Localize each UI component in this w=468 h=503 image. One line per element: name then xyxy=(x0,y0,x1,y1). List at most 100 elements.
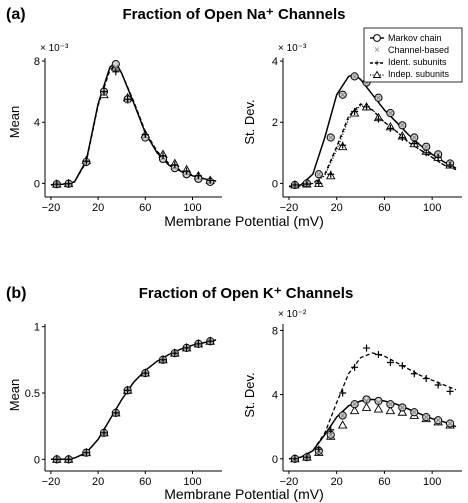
k-std-circle-point xyxy=(362,395,371,404)
k-std-cross-point xyxy=(327,431,334,438)
na-std-cross-point xyxy=(315,171,322,178)
panel-b-label: (b) xyxy=(6,285,26,302)
k-mean-y-tick-label: 0 xyxy=(34,454,40,466)
legend-marker-cross: × xyxy=(374,45,380,56)
na-std-plus-point xyxy=(351,108,359,116)
k-std-plus-point xyxy=(398,362,406,370)
legend-marker-triangle xyxy=(372,70,382,78)
na-std-x-tick-label: 100 xyxy=(423,202,441,214)
na-mean-cross-point xyxy=(112,64,119,71)
k-std-plus-point xyxy=(422,375,430,383)
k-std-plus-point xyxy=(446,387,454,395)
k-mean-plus-point xyxy=(100,429,108,437)
k-mean-plus-point xyxy=(171,349,179,357)
legend-marker-plus: + xyxy=(374,59,380,70)
na-std-plus-point xyxy=(374,115,382,123)
k-std-y-axis-label: St. Dev. xyxy=(242,372,257,417)
k-std-cross-point xyxy=(351,401,358,408)
k-mean-plus-point xyxy=(65,455,73,463)
k-mean-x-tick-label: 60 xyxy=(139,476,151,488)
na-mean-plus-point xyxy=(171,161,179,169)
na-std-plus-point xyxy=(303,180,311,188)
na-std-cross-point xyxy=(339,91,346,98)
k-mean-plus-point xyxy=(159,356,167,364)
na-mean-scale-label: × 10⁻³ xyxy=(40,43,69,54)
na-mean-plus-point xyxy=(65,180,73,188)
na-std-x-tick-label: 20 xyxy=(331,202,343,214)
k-std-plus-point xyxy=(351,363,359,371)
na-std-plus-point xyxy=(386,124,394,132)
na-mean-y-axis-label: Mean xyxy=(7,106,22,139)
na-mean-series-line-0 xyxy=(50,61,217,186)
na-std-y-tick-label: 2 xyxy=(272,117,278,129)
na-std-cross-point xyxy=(411,134,418,141)
na-std-plus-point xyxy=(363,103,371,111)
na-std-cross-point xyxy=(375,94,382,101)
k-std-triangle-point xyxy=(349,405,360,415)
k-std-plus-point xyxy=(410,370,418,378)
na-std-plus-point xyxy=(327,170,335,178)
na-std-plus-point xyxy=(315,179,323,187)
k-std-triangle-point xyxy=(337,420,348,429)
k-mean-plus-point xyxy=(183,344,191,352)
k-mean-plus-point xyxy=(141,369,149,377)
k-mean-plus-point xyxy=(112,409,120,417)
k-std-y-tick-label: 4 xyxy=(272,390,278,402)
chart-na-mean: −20 20 60 100 0 4 8× 10⁻³ Mean xyxy=(7,43,222,214)
na-mean-plus-point xyxy=(206,176,214,184)
na-std-plus-point xyxy=(422,149,430,157)
k-std-cross-point xyxy=(447,420,453,427)
na-std-cross-point xyxy=(399,122,406,129)
k-std-y-tick-label: 0 xyxy=(272,454,278,466)
k-std-plus-point xyxy=(327,426,335,434)
na-std-series-line-0 xyxy=(288,73,457,188)
panel-a-title: Fraction of Open Na⁺ Channels xyxy=(123,6,346,23)
na-std-x-tick-label: −20 xyxy=(280,202,299,214)
na-std-cross-point xyxy=(423,143,430,150)
na-std-x-tick-label: 60 xyxy=(378,202,390,214)
k-std-plus-point xyxy=(386,359,394,367)
legend-entry-indep: Indep. subunits xyxy=(388,69,450,79)
na-std-y-tick-label: 4 xyxy=(272,56,278,68)
k-std-x-tick-label: 60 xyxy=(378,476,390,488)
na-std-y-axis-label: St. Dev. xyxy=(242,99,257,144)
k-mean-series-line-0 xyxy=(50,339,217,461)
k-std-cross-point xyxy=(339,412,346,419)
k-mean-plus-point xyxy=(206,337,214,345)
na-std-plus-point xyxy=(446,161,454,169)
k-mean-y-tick-label: 1 xyxy=(34,322,40,334)
x-axis-label-top: Membrane Potential (mV) xyxy=(164,213,324,229)
legend-marker-circle xyxy=(373,34,381,42)
k-mean-x-tick-label: 20 xyxy=(92,476,104,488)
k-std-cross-point xyxy=(411,409,418,416)
k-std-cross-point xyxy=(375,399,382,406)
na-mean-y-tick-label: 4 xyxy=(34,117,40,129)
panel-b-title: Fraction of Open K⁺ Channels xyxy=(139,285,354,302)
legend-entry-ident: Ident. subunits xyxy=(388,57,447,67)
na-std-plus-point xyxy=(398,134,406,142)
k-std-cross-point xyxy=(435,417,442,424)
na-mean-plus-point xyxy=(124,95,132,103)
k-std-triangle-point xyxy=(385,405,396,415)
chart-na-std: −20 20 60 100 0 2 4× 10⁻³ St. Dev. xyxy=(242,43,462,214)
na-mean-plus-point xyxy=(141,130,149,138)
k-std-plus-point xyxy=(315,445,323,453)
na-std-plus-point xyxy=(291,181,299,189)
na-mean-series-line-1 xyxy=(50,63,217,186)
k-mean-plus-point xyxy=(194,340,202,348)
k-mean-plus-point xyxy=(82,449,90,457)
k-std-y-tick-label: 8 xyxy=(272,325,278,337)
chart-k-mean: −20 20 60 100 0 0.5 1 Mean xyxy=(7,322,222,488)
na-std-y-tick-label: 0 xyxy=(272,178,278,190)
legend-box xyxy=(363,27,463,83)
legend-entry-channel: Channel-based xyxy=(388,45,449,55)
k-std-series-line-1 xyxy=(288,352,457,460)
k-std-cross-point xyxy=(363,398,370,404)
k-std-cross-point xyxy=(387,401,394,408)
na-std-plus-point xyxy=(434,153,442,161)
na-std-scale-label: × 10⁻³ xyxy=(278,43,307,54)
k-std-triangle-point xyxy=(361,402,372,411)
na-std-series-line-1 xyxy=(288,103,457,188)
k-std-plus-point xyxy=(339,389,347,397)
na-mean-y-tick-label: 8 xyxy=(34,56,40,68)
